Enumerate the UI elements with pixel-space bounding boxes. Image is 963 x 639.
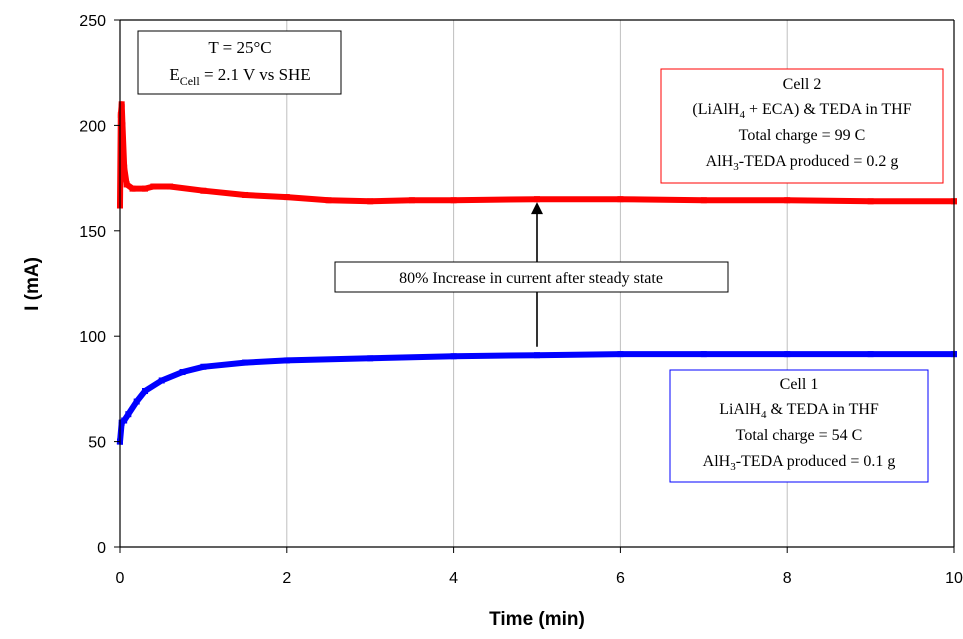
series-point bbox=[408, 197, 415, 204]
series-point bbox=[367, 198, 374, 205]
cell1-product-sub: 3 bbox=[730, 461, 736, 473]
series-point bbox=[367, 355, 374, 362]
y-tick-label: 0 bbox=[97, 540, 106, 557]
series-point bbox=[142, 185, 149, 192]
series-1 bbox=[116, 101, 957, 209]
x-axis-title: Time (min) bbox=[489, 609, 585, 630]
series-point bbox=[450, 197, 457, 204]
cell2-composition: (LiAlH4 + ECA) & TEDA in THF bbox=[692, 101, 911, 121]
series-point bbox=[129, 185, 136, 192]
cell2-title: Cell 2 bbox=[783, 76, 822, 93]
y-axis-title: I (mA) bbox=[22, 257, 43, 311]
x-tick-label: 6 bbox=[616, 570, 625, 587]
conditions-temperature: T = 25°C bbox=[208, 38, 271, 57]
cell1-product-b: -TEDA produced = 0.1 g bbox=[736, 453, 896, 470]
cell2-box: Cell 2 (LiAlH4 + ECA) & TEDA in THF Tota… bbox=[660, 68, 944, 184]
cell2-composition-b: + ECA) & TEDA in THF bbox=[745, 101, 912, 118]
axes bbox=[119, 19, 955, 548]
series-point bbox=[200, 363, 207, 370]
conditions-potential: ECell = 2.1 V vs SHE bbox=[169, 65, 310, 88]
series-point bbox=[200, 187, 207, 194]
y-tick-label: 200 bbox=[79, 118, 106, 135]
potential-value: = 2.1 V vs SHE bbox=[200, 65, 311, 84]
cell1-title: Cell 1 bbox=[780, 376, 819, 393]
y-tick-label: 50 bbox=[88, 435, 106, 452]
increase-label: 80% Increase in current after steady sta… bbox=[399, 270, 663, 287]
series-point bbox=[700, 197, 707, 204]
cell1-charge: Total charge = 54 C bbox=[736, 427, 863, 444]
series-point bbox=[125, 411, 132, 418]
cell2-product-b: -TEDA produced = 0.2 g bbox=[739, 153, 899, 170]
series-point bbox=[158, 377, 165, 384]
series-point bbox=[121, 417, 128, 424]
cell2-charge: Total charge = 99 C bbox=[739, 127, 866, 144]
cell1-box: Cell 1 LiAlH4 & TEDA in THF Total charge… bbox=[669, 369, 929, 483]
increase-label-box bbox=[334, 261, 729, 293]
cell1-product-a: AlH bbox=[703, 453, 731, 470]
series-point bbox=[179, 369, 186, 376]
series-point bbox=[118, 101, 125, 108]
x-tick-label: 10 bbox=[945, 570, 963, 587]
cell2-box-border bbox=[660, 68, 944, 184]
cell1-composition: LiAlH4 & TEDA in THF bbox=[719, 401, 879, 421]
cell1-composition-a: LiAlH bbox=[719, 401, 761, 418]
cell1-composition-b: & TEDA in THF bbox=[766, 401, 878, 418]
increase-annotation: 80% Increase in current after steady sta… bbox=[334, 202, 729, 347]
series-point bbox=[167, 183, 174, 190]
y-tick-label: 100 bbox=[79, 329, 106, 346]
series-point bbox=[700, 351, 707, 358]
series-point bbox=[867, 198, 874, 205]
x-tick-label: 4 bbox=[449, 570, 458, 587]
cell1-box-border bbox=[669, 369, 929, 483]
series-point bbox=[242, 191, 249, 198]
x-tick-label: 2 bbox=[282, 570, 291, 587]
conditions-box: T = 25°C ECell = 2.1 V vs SHE bbox=[137, 30, 342, 95]
series-point bbox=[283, 357, 290, 364]
x-tick-label: 8 bbox=[783, 570, 792, 587]
conditions-box-border bbox=[137, 30, 342, 95]
series-point bbox=[784, 197, 791, 204]
cell1-product: AlH3-TEDA produced = 0.1 g bbox=[703, 453, 896, 473]
potential-symbol: E bbox=[169, 65, 179, 84]
series-point bbox=[617, 351, 624, 358]
cell2-composition-sub: 4 bbox=[739, 109, 745, 121]
series-point bbox=[117, 111, 124, 118]
potential-subscript: Cell bbox=[180, 74, 201, 88]
series-point bbox=[617, 196, 624, 203]
series-point bbox=[534, 352, 540, 359]
cell2-product-a: AlH bbox=[706, 153, 734, 170]
series-point bbox=[450, 353, 457, 360]
series-point bbox=[242, 359, 249, 366]
series-point bbox=[534, 196, 540, 203]
series-point bbox=[325, 197, 332, 204]
series-point bbox=[867, 351, 874, 358]
series-point bbox=[123, 181, 130, 188]
series-point bbox=[121, 164, 128, 171]
cell2-product-sub: 3 bbox=[733, 161, 739, 173]
y-tick-label: 150 bbox=[79, 224, 106, 241]
series-point bbox=[283, 194, 290, 201]
series-point bbox=[133, 398, 140, 405]
series-point bbox=[119, 122, 126, 129]
cell1-composition-sub: 4 bbox=[761, 409, 767, 421]
y-tick-label: 250 bbox=[79, 13, 106, 30]
series-point bbox=[784, 351, 791, 358]
x-tick-label: 0 bbox=[116, 570, 125, 587]
increase-arrowhead bbox=[531, 202, 543, 215]
cell2-product: AlH3-TEDA produced = 0.2 g bbox=[706, 153, 899, 173]
series-point bbox=[150, 183, 157, 190]
cell2-composition-a: (LiAlH bbox=[692, 101, 740, 118]
series-point bbox=[142, 388, 149, 395]
